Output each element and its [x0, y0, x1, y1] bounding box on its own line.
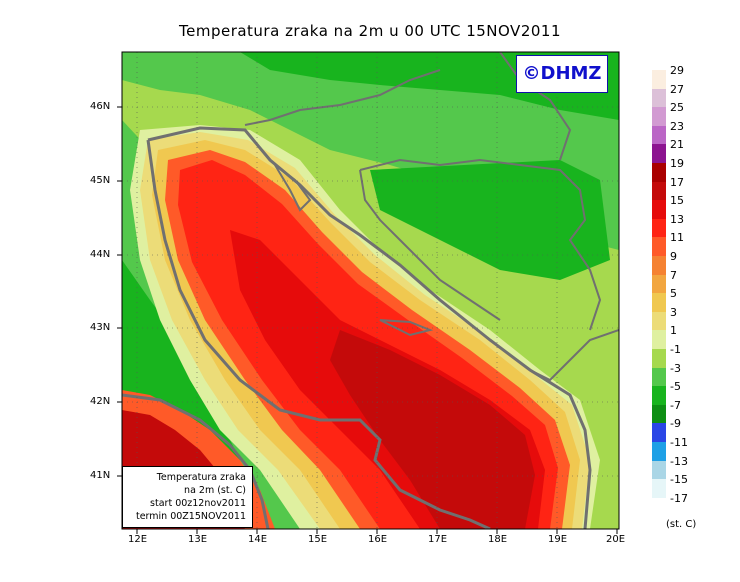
info-line-1: Temperatura zraka [156, 472, 246, 483]
legend-label: 19 [670, 157, 684, 170]
lon-label-17: 17E [428, 534, 448, 545]
lat-label-45: 45N [90, 175, 111, 186]
lon-label-20: 20E [606, 534, 626, 545]
west-coastline [146, 139, 491, 529]
lat-label-43: 43N [90, 322, 111, 333]
cold-zone-north [122, 52, 619, 250]
legend-swatch [652, 311, 666, 331]
legend-units: (st. C) [666, 519, 697, 530]
legend-swatch [652, 479, 666, 498]
legend-label: -7 [670, 398, 681, 412]
legend-label: 29 [670, 64, 684, 77]
border-bosnia [359, 158, 602, 331]
border-montenegro [529, 329, 619, 382]
legend-swatch [652, 88, 666, 108]
legend-swatch [652, 70, 666, 89]
legend-swatch [652, 125, 666, 145]
legend-label: 7 [670, 268, 677, 282]
legend-label: 5 [670, 287, 677, 301]
lat-label-44: 44N [90, 249, 111, 260]
legend-label: 21 [670, 138, 684, 152]
border-slovenia [244, 69, 441, 126]
legend-swatch [652, 181, 666, 201]
tyrrhenian-coastline [122, 393, 270, 529]
legend-label: 23 [670, 119, 684, 133]
lon-label-16: 16E [368, 534, 388, 545]
axis-ticks [117, 106, 618, 534]
lon-label-18: 18E [488, 534, 508, 545]
lat-label-46: 46N [90, 101, 111, 112]
legend-label: 13 [670, 212, 684, 226]
legend-label: 17 [670, 175, 684, 189]
legend-label: -11 [670, 436, 688, 449]
east-coastline [147, 126, 592, 529]
legend-swatch [652, 367, 666, 387]
map-title: Temperatura zraka na 2m u 00 UTC 15NOV20… [178, 22, 561, 40]
info-line-2: na 2m (st. C) [184, 485, 246, 496]
legend-swatch [652, 144, 666, 163]
info-line-3: start 00z12nov2011 [150, 498, 246, 509]
info-box: Temperatura zraka na 2m (st. C) start 00… [122, 466, 253, 528]
border-hungary [499, 52, 572, 161]
legend-label: 15 [670, 194, 684, 208]
legend-label: -1 [670, 343, 681, 356]
legend-label: 9 [670, 250, 677, 263]
legend-swatch [652, 423, 666, 442]
legend-swatch [652, 404, 666, 424]
lon-label-12: 12E [128, 534, 148, 545]
legend-swatch [652, 237, 666, 256]
legend-label: 25 [670, 101, 684, 115]
legend-label: -13 [670, 454, 688, 468]
lat-label-41: 41N [90, 470, 111, 481]
legend-swatch [652, 200, 666, 219]
legend-label: 11 [670, 231, 684, 245]
info-line-4: termin 00Z15NOV2011 [135, 511, 246, 522]
lon-label-13: 13E [188, 534, 208, 545]
legend-swatch [652, 256, 666, 275]
map-frame [121, 51, 620, 530]
dhmz-logo: ©DHMZ [516, 55, 608, 93]
adriatic-17 [330, 330, 535, 529]
border-bosnia-south [359, 169, 501, 321]
island-hvar [379, 319, 434, 337]
cold-zone-bosnia [370, 160, 610, 280]
legend-label: -5 [670, 380, 681, 394]
legend-swatch [652, 218, 666, 238]
legend-swatch [652, 293, 666, 312]
legend-label: -15 [670, 473, 688, 487]
legend-swatch [652, 442, 666, 461]
lon-label-19: 19E [548, 534, 568, 545]
legend-swatch [652, 330, 666, 349]
legend-label: 27 [670, 82, 684, 96]
legend-swatch [652, 349, 666, 368]
lat-label-42: 42N [90, 396, 111, 407]
lon-label-15: 15E [308, 534, 328, 545]
legend-label: 3 [670, 305, 677, 319]
legend-label: -17 [670, 491, 688, 505]
legend-swatch [652, 497, 666, 517]
legend-swatch [652, 460, 666, 480]
legend-swatch [652, 163, 666, 182]
legend-swatch [652, 386, 666, 405]
legend-swatch [652, 274, 666, 294]
lon-label-14: 14E [248, 534, 268, 545]
legend-swatch [652, 107, 666, 126]
legend-label: 1 [670, 324, 677, 338]
legend-label: -9 [670, 417, 681, 431]
legend-label: -3 [670, 361, 681, 375]
island-krk [274, 164, 312, 212]
